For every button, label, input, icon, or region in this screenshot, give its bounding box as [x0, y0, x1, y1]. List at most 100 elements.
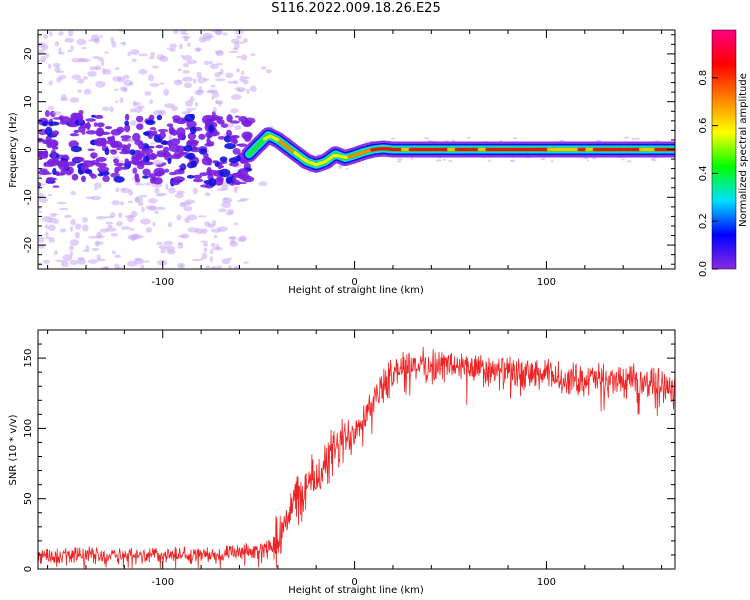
noise-blob	[156, 54, 166, 60]
noise-blob	[184, 82, 192, 89]
spectrogram-y-tick-label: 10	[23, 95, 34, 108]
noise-blob	[214, 78, 226, 82]
noise-speckle	[559, 139, 565, 142]
noise-blob	[54, 41, 60, 47]
noise-blob-dense	[113, 176, 125, 183]
noise-blob	[212, 91, 220, 98]
noise-blob-dense	[236, 155, 241, 162]
noise-blob-dense	[38, 170, 50, 175]
noise-blob-dense	[216, 116, 224, 120]
noise-blob	[210, 84, 216, 88]
ridge-core-segment	[308, 161, 318, 167]
noise-blob	[138, 69, 148, 75]
noise-blob	[101, 68, 106, 75]
noise-blob	[154, 210, 159, 214]
noise-blob	[210, 242, 216, 248]
noise-blob-dense	[67, 161, 77, 167]
noise-blob	[140, 218, 151, 225]
noise-speckle	[410, 157, 414, 160]
noise-blob	[47, 224, 56, 232]
noise-blob	[52, 185, 60, 188]
noise-blob	[258, 181, 268, 187]
spectrogram-y-tick-label: 0	[23, 146, 34, 152]
noise-blob	[232, 148, 241, 155]
noise-blob	[230, 236, 237, 240]
noise-blob-dense	[129, 149, 136, 156]
noise-speckle	[540, 158, 546, 160]
noise-blob	[144, 182, 152, 186]
noise-blob	[54, 259, 65, 262]
noise-blob	[38, 182, 42, 188]
noise-blob	[148, 198, 158, 204]
noise-blob	[144, 91, 152, 96]
noise-blob	[44, 236, 51, 240]
noise-blob	[167, 222, 173, 228]
snr-y-tick-label: 100	[23, 419, 34, 438]
noise-blob	[224, 72, 234, 79]
noise-blob	[266, 69, 272, 74]
noise-blob-dense	[141, 148, 154, 155]
noise-blob	[163, 89, 170, 96]
noise-blob	[95, 65, 102, 71]
noise-blob	[236, 199, 246, 202]
spectrogram-x-tick-label: 0	[351, 277, 357, 288]
noise-blob	[220, 185, 229, 191]
noise-blob	[132, 167, 138, 174]
noise-blob	[237, 143, 248, 147]
noise-blob-dense	[208, 178, 217, 187]
colorbar-frame	[711, 29, 737, 270]
noise-blob-dense	[204, 143, 214, 147]
noise-blob	[71, 58, 82, 63]
noise-blob-dense	[104, 126, 113, 130]
noise-blob	[179, 202, 186, 208]
spectrogram-y-tick-label: 20	[23, 48, 34, 61]
noise-blob-dense	[192, 178, 204, 183]
noise-blob	[111, 250, 116, 254]
noise-blob	[156, 259, 168, 266]
snr-y-axis-title: SNR (10 * v/v)	[8, 414, 19, 485]
noise-blob-dense	[38, 151, 48, 159]
noise-blob	[165, 183, 169, 191]
noise-blob	[210, 266, 215, 269]
noise-blob	[132, 100, 137, 107]
noise-speckle	[626, 160, 632, 163]
colorbar-scale	[712, 30, 736, 269]
noise-blob-dense	[142, 175, 149, 179]
noise-blob	[48, 220, 54, 224]
noise-blob	[134, 196, 144, 203]
noise-blob	[194, 228, 204, 235]
noise-blob	[45, 231, 49, 237]
noise-blob	[192, 187, 199, 195]
noise-blob-dense	[242, 120, 253, 128]
noise-blob	[186, 214, 198, 221]
noise-blob	[233, 186, 240, 190]
noise-blob	[211, 219, 217, 227]
noise-blob-dense	[170, 138, 181, 146]
noise-blob	[38, 245, 45, 249]
noise-blob	[138, 53, 148, 57]
noise-blob	[140, 264, 145, 269]
noise-blob-dense	[124, 158, 129, 164]
noise-blob	[234, 115, 240, 118]
noise-speckle	[623, 136, 630, 139]
noise-blob	[127, 234, 138, 240]
noise-blob	[181, 35, 192, 39]
noise-blob	[230, 94, 242, 100]
noise-blob-dense	[224, 143, 236, 150]
noise-blob	[76, 38, 87, 46]
snr-series-line	[38, 346, 675, 569]
noise-speckle	[467, 136, 471, 139]
noise-blob	[204, 192, 211, 197]
noise-blob	[200, 184, 211, 188]
noise-blob	[174, 193, 184, 199]
noise-blob	[250, 53, 256, 57]
noise-blob	[116, 221, 123, 227]
noise-blob	[201, 252, 208, 260]
noise-blob	[49, 31, 53, 37]
noise-blob	[94, 187, 98, 191]
noise-blob	[81, 217, 89, 223]
noise-speckle	[651, 159, 657, 162]
noise-blob	[213, 106, 217, 113]
noise-blob-dense	[59, 120, 68, 125]
